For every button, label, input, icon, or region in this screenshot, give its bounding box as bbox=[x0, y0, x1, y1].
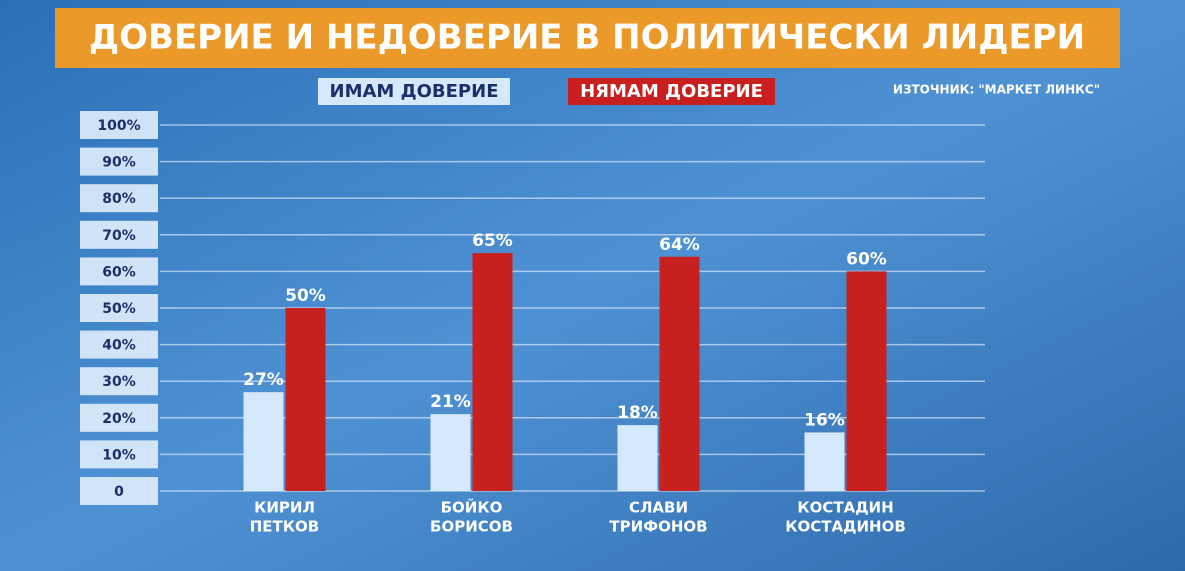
source: ИЗТОЧНИК: "МАРКЕТ ЛИНКС" bbox=[893, 83, 1100, 97]
data-label: 65% bbox=[472, 231, 513, 251]
chart-title: ДОВЕРИЕ И НЕДОВЕРИЕ В ПОЛИТИЧЕСКИ ЛИДЕРИ bbox=[89, 18, 1085, 58]
y-tick-label: 70% bbox=[102, 228, 136, 244]
x-tick-label: КИРИЛ bbox=[254, 499, 315, 517]
y-tick-label: 80% bbox=[102, 191, 136, 207]
y-tick-box bbox=[80, 477, 158, 505]
legend-label: НЯМАМ ДОВЕРИЕ bbox=[580, 81, 763, 102]
bar bbox=[804, 432, 845, 491]
y-tick-label: 10% bbox=[102, 447, 136, 463]
y-tick-label: 0 bbox=[114, 484, 124, 500]
y-tick-label: 100% bbox=[97, 118, 140, 134]
legend-swatch bbox=[318, 78, 510, 105]
data-label: 18% bbox=[617, 403, 658, 423]
y-tick-box bbox=[80, 440, 158, 469]
bar bbox=[243, 392, 284, 491]
y-tick-box bbox=[80, 294, 158, 322]
x-tick-label: ПЕТКОВ bbox=[250, 518, 319, 536]
data-label: 50% bbox=[285, 286, 326, 306]
bar bbox=[659, 256, 700, 491]
bar bbox=[285, 308, 326, 491]
data-label: 21% bbox=[430, 392, 471, 412]
y-tick-box bbox=[80, 257, 158, 286]
data-label: 64% bbox=[659, 235, 700, 255]
data-label: 27% bbox=[243, 370, 284, 390]
x-tick-label: ТРИФОНОВ bbox=[609, 518, 707, 536]
y-tick-box bbox=[80, 220, 158, 249]
y-tick-label: 40% bbox=[102, 338, 136, 354]
y-tick-box bbox=[80, 184, 158, 213]
x-tick-label: КОСТАДИНОВ bbox=[785, 518, 906, 536]
y-tick-box bbox=[80, 403, 158, 432]
y-tick-box bbox=[80, 111, 158, 139]
legend-label: ИМАМ ДОВЕРИЕ bbox=[330, 81, 499, 102]
y-tick-label: 50% bbox=[102, 301, 136, 317]
x-tick-label: КОСТАДИН bbox=[797, 499, 893, 517]
legend-swatch bbox=[568, 78, 775, 105]
bar bbox=[472, 253, 513, 491]
x-tick-label: СЛАВИ bbox=[629, 499, 688, 517]
y-tick-label: 30% bbox=[102, 374, 136, 390]
y-tick-box bbox=[80, 367, 158, 396]
data-label: 60% bbox=[846, 249, 887, 269]
title-banner bbox=[55, 8, 1120, 68]
y-tick-label: 20% bbox=[102, 411, 136, 427]
y-tick-label: 90% bbox=[102, 155, 136, 171]
data-label: 16% bbox=[804, 410, 845, 430]
x-tick-label: БОЙКО bbox=[441, 498, 503, 517]
y-tick-box bbox=[80, 147, 158, 176]
bar bbox=[430, 414, 471, 491]
y-tick-label: 60% bbox=[102, 264, 136, 280]
bar bbox=[617, 425, 658, 491]
y-tick-box bbox=[80, 330, 158, 359]
bar bbox=[846, 271, 887, 491]
x-tick-label: БОРИСОВ bbox=[430, 518, 513, 536]
